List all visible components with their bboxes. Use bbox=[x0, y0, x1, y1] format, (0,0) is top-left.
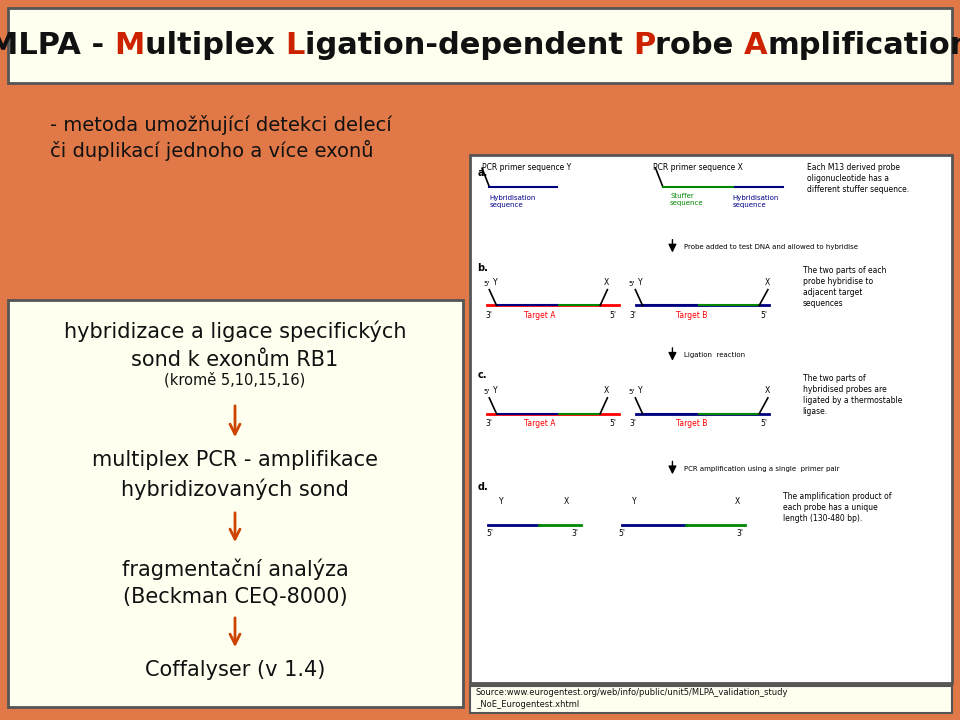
Text: P: P bbox=[634, 31, 656, 60]
Text: Ligation  reaction: Ligation reaction bbox=[684, 351, 746, 358]
Text: či duplikací jednoho a více exonů: či duplikací jednoho a více exonů bbox=[50, 140, 373, 161]
Text: X: X bbox=[604, 278, 610, 287]
Text: 5': 5' bbox=[760, 311, 767, 320]
Text: igation-dependent: igation-dependent bbox=[304, 31, 634, 60]
Text: Target B: Target B bbox=[676, 419, 708, 428]
Text: 5': 5' bbox=[628, 281, 635, 287]
Text: 3': 3' bbox=[571, 528, 578, 538]
Text: robe: robe bbox=[656, 31, 744, 60]
Text: X: X bbox=[765, 386, 770, 395]
Text: The amplification product of
each probe has a unique
length (130-480 bp).: The amplification product of each probe … bbox=[783, 492, 892, 523]
Text: 5': 5' bbox=[618, 528, 626, 538]
Text: Y: Y bbox=[637, 386, 642, 395]
Text: Target A: Target A bbox=[524, 311, 556, 320]
Text: 5': 5' bbox=[486, 528, 492, 538]
Text: Each M13 derived probe
oligonucleotide has a
different stuffer sequence.: Each M13 derived probe oligonucleotide h… bbox=[807, 163, 909, 194]
Text: Hybridisation
sequence: Hybridisation sequence bbox=[732, 194, 780, 207]
Text: Source:www.eurogentest.org/web/info/public/unit5/MLPA_validation_study
_NoE_Euro: Source:www.eurogentest.org/web/info/publ… bbox=[476, 688, 788, 708]
Text: 5': 5' bbox=[484, 390, 490, 395]
Text: X: X bbox=[604, 386, 610, 395]
Text: 5': 5' bbox=[484, 281, 490, 287]
Text: 5': 5' bbox=[610, 311, 616, 320]
Bar bbox=[470, 686, 952, 713]
Text: multiplex PCR - amplifikace
hybridizovaných sond: multiplex PCR - amplifikace hybridizovan… bbox=[92, 450, 378, 500]
Text: Hybridisation
sequence: Hybridisation sequence bbox=[490, 194, 536, 207]
Text: X: X bbox=[765, 278, 770, 287]
Text: Y: Y bbox=[637, 278, 642, 287]
Text: PCR amplification using a single  primer pair: PCR amplification using a single primer … bbox=[684, 466, 840, 472]
Text: PCR primer sequence Y: PCR primer sequence Y bbox=[482, 163, 571, 172]
Text: A: A bbox=[744, 31, 768, 60]
Text: X: X bbox=[564, 497, 569, 506]
Text: Probe added to test DNA and allowed to hybridise: Probe added to test DNA and allowed to h… bbox=[684, 244, 858, 251]
Text: Y: Y bbox=[499, 497, 504, 506]
Text: Y: Y bbox=[632, 497, 636, 506]
Bar bbox=[8, 8, 952, 83]
Text: MLPA -: MLPA - bbox=[0, 31, 114, 60]
Text: hybridizace a ligace specifických
sond k exonům RB1: hybridizace a ligace specifických sond k… bbox=[63, 320, 406, 369]
Text: 3': 3' bbox=[629, 311, 636, 320]
Text: Y: Y bbox=[493, 386, 498, 395]
Text: X: X bbox=[735, 497, 740, 506]
Text: 3': 3' bbox=[486, 311, 492, 320]
Text: Target A: Target A bbox=[524, 419, 556, 428]
Text: d.: d. bbox=[477, 482, 488, 492]
Text: Stuffer
sequence: Stuffer sequence bbox=[670, 193, 704, 206]
Text: (kromě 5,10,15,16): (kromě 5,10,15,16) bbox=[164, 372, 305, 387]
Text: Coffalyser (v 1.4): Coffalyser (v 1.4) bbox=[145, 660, 325, 680]
Text: 3': 3' bbox=[486, 419, 492, 428]
Text: Y: Y bbox=[493, 278, 498, 287]
Text: 3': 3' bbox=[629, 419, 636, 428]
Text: 5': 5' bbox=[628, 390, 635, 395]
Text: PCR primer sequence X: PCR primer sequence X bbox=[653, 163, 743, 172]
Text: The two parts of
hybridised probes are
ligated by a thermostable
ligase.: The two parts of hybridised probes are l… bbox=[803, 374, 902, 416]
Text: Target B: Target B bbox=[676, 311, 708, 320]
Text: The two parts of each
probe hybridise to
adjacent target
sequences: The two parts of each probe hybridise to… bbox=[803, 266, 886, 308]
Text: b.: b. bbox=[477, 264, 488, 273]
Text: - metoda umožňující detekci delecí: - metoda umožňující detekci delecí bbox=[50, 115, 392, 135]
Text: M: M bbox=[114, 31, 145, 60]
Text: mplification: mplification bbox=[768, 31, 960, 60]
Bar bbox=[470, 155, 952, 683]
Text: 5': 5' bbox=[610, 419, 616, 428]
Text: 5': 5' bbox=[760, 419, 767, 428]
Text: fragmentační analýza
(Beckman CEQ-8000): fragmentační analýza (Beckman CEQ-8000) bbox=[122, 558, 348, 608]
Text: 3': 3' bbox=[736, 528, 744, 538]
Text: a.: a. bbox=[477, 168, 488, 179]
Text: L: L bbox=[285, 31, 304, 60]
Text: ultiplex: ultiplex bbox=[145, 31, 285, 60]
Bar bbox=[8, 300, 463, 707]
Text: c.: c. bbox=[477, 370, 487, 380]
